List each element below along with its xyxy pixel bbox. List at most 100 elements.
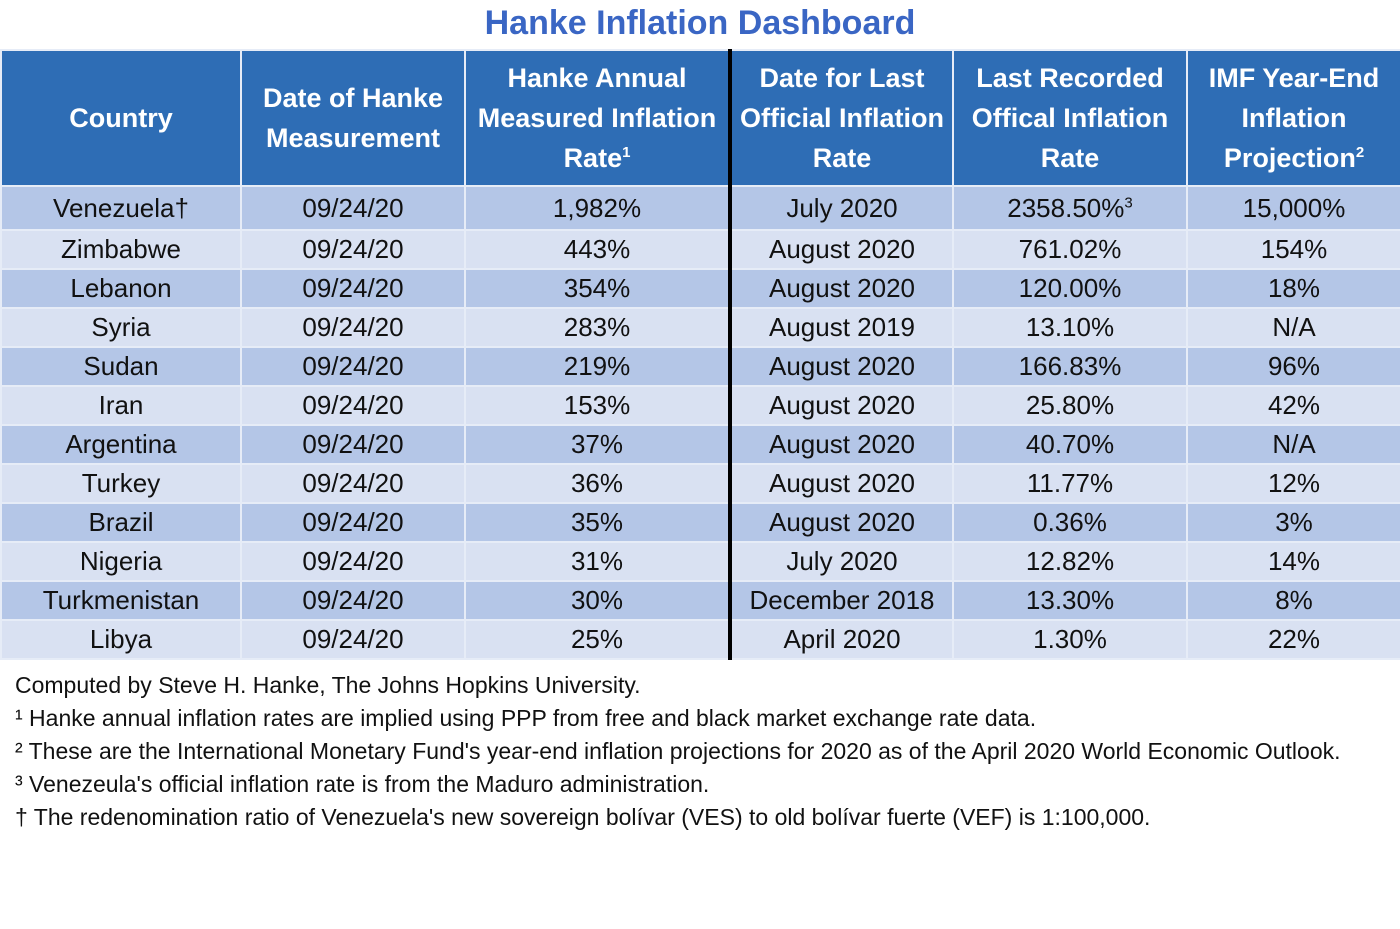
cell-official-date: August 2020 [729, 229, 954, 270]
dashboard-title: Hanke Inflation Dashboard [484, 4, 916, 42]
cell-imf-projection: 18% [1186, 268, 1400, 309]
cell-value: 09/24/20 [302, 351, 404, 381]
table-row: Turkmenistan 09/24/20 30% December 2018 13.3… [0, 580, 1400, 621]
cell-value: Brazil [88, 507, 154, 537]
cell-value: 09/24/20 [302, 429, 404, 459]
cell-official-date: August 2020 [729, 346, 954, 387]
footnote-line: ³ Venezeula's official inflation rate is… [15, 771, 710, 797]
cell-value: 40.70% [1025, 429, 1115, 459]
cell-value: Libya [89, 624, 153, 654]
cell-value: 166.83% [1018, 351, 1122, 381]
cell-country: Sudan [0, 346, 242, 387]
cell-country: Argentina [0, 424, 242, 465]
cell-official-date: December 2018 [729, 580, 954, 621]
cell-country: Venezuela† [0, 185, 242, 231]
cell-value: 09/24/20 [302, 546, 404, 576]
cell-value: 18% [1267, 273, 1321, 303]
cell-official-rate: 11.77% [952, 463, 1188, 504]
table-row: Zimbabwe 09/24/20 443% August 2020 761.02% 15… [0, 229, 1400, 270]
cell-hanke-rate: 443% [464, 229, 732, 270]
footnote-marker: 2 [1355, 144, 1365, 161]
cell-value: 09/24/20 [302, 234, 404, 264]
cell-official-date: August 2020 [729, 385, 954, 426]
cell-value: 11.77% [1026, 468, 1114, 498]
column-header-country: Country [0, 49, 242, 187]
cell-value: 354% [563, 273, 631, 303]
cell-value: 13.10% [1025, 312, 1115, 342]
cell-value: Lebanon [70, 273, 172, 303]
cell-country: Nigeria [0, 541, 242, 582]
footnote-line: ² These are the International Monetary F… [15, 738, 1341, 764]
column-header-hanke-date: Date of Hanke Measurement [240, 49, 466, 187]
cell-value: 283% [563, 312, 631, 342]
table-row: Turkey 09/24/20 36% August 2020 11.77% 12% [0, 463, 1400, 504]
cell-value: 761.02% [1018, 234, 1122, 264]
cell-official-date: August 2020 [729, 502, 954, 543]
cell-value: Zimbabwe [61, 234, 181, 264]
cell-value: 36% [570, 468, 624, 498]
cell-official-date: April 2020 [729, 619, 954, 660]
cell-value: 0.36% [1033, 507, 1107, 537]
inflation-table: Country Date of Hanke Measurement Hanke An… [0, 49, 1400, 660]
cell-official-date: August 2019 [729, 307, 954, 348]
cell-hanke-date: 09/24/20 [240, 185, 466, 231]
cell-value: 09/24/20 [302, 312, 404, 342]
cell-hanke-rate: 1,982% [464, 185, 732, 231]
footnotes: Computed by Steve H. Hanke, The Johns Ho… [15, 669, 1385, 834]
cell-hanke-date: 09/24/20 [240, 541, 466, 582]
cell-hanke-date: 09/24/20 [240, 502, 466, 543]
column-header-label: IMF Year-End Inflation Projection [1208, 63, 1380, 173]
cell-value: Argentina [65, 429, 177, 459]
table-row: Nigeria 09/24/20 31% July 2020 12.82% 14% [0, 541, 1400, 582]
cell-value: Turkmenistan [42, 585, 200, 615]
cell-hanke-rate: 283% [464, 307, 732, 348]
cell-value: 15,000% [1242, 192, 1346, 223]
cell-value: 09/24/20 [302, 273, 404, 303]
cell-value: August 2020 [768, 234, 915, 264]
cell-imf-projection: 22% [1186, 619, 1400, 660]
column-header-label: Hanke Annual Measured Inflation Rate [477, 63, 717, 173]
cell-hanke-date: 09/24/20 [240, 580, 466, 621]
cell-country: Brazil [0, 502, 242, 543]
cell-official-rate: 0.36% [952, 502, 1188, 543]
cell-official-rate: 166.83% [952, 346, 1188, 387]
cell-imf-projection: 42% [1186, 385, 1400, 426]
table-row: Iran 09/24/20 153% August 2020 25.80% 42% [0, 385, 1400, 426]
cell-value: Iran [98, 390, 144, 420]
table-row: Sudan 09/24/20 219% August 2020 166.83% 96% [0, 346, 1400, 387]
footnote-marker: 3 [1124, 193, 1133, 211]
cell-hanke-rate: 31% [464, 541, 732, 582]
cell-official-rate: 12.82% [952, 541, 1188, 582]
cell-value: 153% [563, 390, 631, 420]
cell-value: December 2018 [749, 585, 935, 615]
cell-official-date: August 2020 [729, 268, 954, 309]
cell-value: July 2020 [786, 546, 898, 576]
cell-value: 443% [563, 234, 631, 264]
cell-hanke-rate: 36% [464, 463, 732, 504]
cell-country: Zimbabwe [0, 229, 242, 270]
cell-value: 25.80% [1025, 390, 1115, 420]
cell-value: July 2020 [786, 192, 898, 223]
cell-value: 14% [1267, 546, 1321, 576]
column-header-hanke-rate: Hanke Annual Measured Inflation Rate1 [464, 49, 732, 187]
cell-imf-projection: N/A [1186, 307, 1400, 348]
cell-value: 09/24/20 [302, 192, 404, 223]
table-row: Argentina 09/24/20 37% August 2020 40.70% N/A [0, 424, 1400, 465]
cell-value: Syria [91, 312, 151, 342]
cell-value: August 2020 [768, 507, 915, 537]
cell-hanke-rate: 37% [464, 424, 732, 465]
cell-country: Turkey [0, 463, 242, 504]
cell-value: Nigeria [79, 546, 163, 576]
cell-hanke-date: 09/24/20 [240, 619, 466, 660]
column-header-label: Last Recorded Offical Inflation Rate [971, 63, 1169, 173]
column-header-label: Date for Last Official Inflation Rate [739, 63, 944, 173]
table-row: Syria 09/24/20 283% August 2019 13.10% N/A [0, 307, 1400, 348]
cell-country: Turkmenistan [0, 580, 242, 621]
cell-value: 96% [1267, 351, 1321, 381]
cell-value: 219% [563, 351, 631, 381]
cell-official-rate: 761.02% [952, 229, 1188, 270]
cell-official-date: August 2020 [729, 463, 954, 504]
cell-imf-projection: 14% [1186, 541, 1400, 582]
cell-value: 35% [570, 507, 624, 537]
cell-value: 31% [570, 546, 624, 576]
